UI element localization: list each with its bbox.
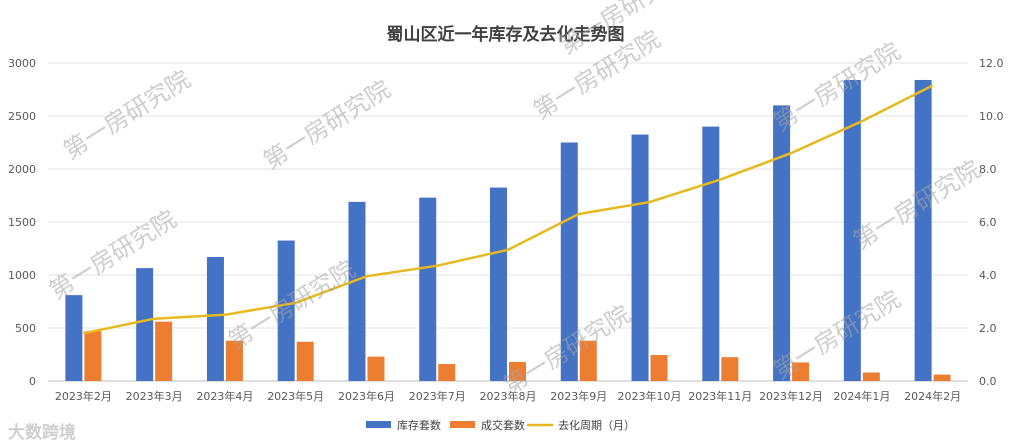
legend: 库存套数 成交套数 去化周期（月） [366, 418, 635, 432]
line-turnover [83, 84, 934, 335]
x-tick-label: 2023年9月 [550, 389, 607, 403]
y-right-tick-label: 2.0 [979, 322, 997, 335]
gridlines [48, 62, 968, 382]
bar-inventory [631, 134, 649, 381]
bar-inventory [277, 240, 295, 381]
category-labels: 2023年2月 2023年3月 2023年4月 2023年5月 2023年6月 2023年… [55, 389, 961, 403]
y-right-tick-label: 6.0 [979, 216, 997, 229]
right-axis-ticks: 0.0 2.0 4.0 6.0 8.0 10.0 12.0 [979, 57, 1004, 388]
y-right-tick-label: 0.0 [979, 375, 997, 388]
bar-sales [650, 355, 668, 381]
left-axis-ticks: 0 500 1000 1500 2000 2500 3000 [8, 57, 36, 388]
bar-inventory [206, 256, 224, 381]
y-right-tick-label: 8.0 [979, 163, 997, 176]
bar-inventory [702, 126, 720, 381]
y-left-tick-label: 1000 [8, 269, 36, 282]
y-left-tick-label: 3000 [8, 57, 36, 70]
x-tick-label: 2023年3月 [126, 389, 183, 403]
bar-sales [84, 331, 102, 381]
y-right-tick-label: 10.0 [979, 110, 1004, 123]
bar-inventory [419, 197, 437, 381]
x-tick-label: 2024年1月 [833, 389, 890, 403]
x-tick-label: 2023年10月 [618, 389, 682, 403]
bar-inventory [348, 201, 366, 381]
y-left-tick-label: 0 [29, 375, 36, 388]
bar-inventory [65, 295, 83, 381]
bar-inventory [773, 105, 791, 382]
legend-label: 成交套数 [481, 418, 525, 432]
bar-sales [155, 321, 173, 381]
x-tick-label: 2023年5月 [267, 389, 324, 403]
bar-inventory [914, 79, 932, 382]
x-tick-label: 2023年6月 [338, 389, 395, 403]
chart-title: 蜀山区近一年库存及去化走势图 [386, 25, 625, 45]
watermark-text: 第一房研究院 [768, 37, 905, 137]
y-left-tick-label: 2500 [8, 110, 36, 123]
y-left-tick-label: 2000 [8, 163, 36, 176]
bar-sales [579, 340, 597, 381]
x-tick-label: 2024年2月 [904, 389, 961, 403]
x-tick-label: 2023年4月 [196, 389, 253, 403]
y-right-tick-label: 4.0 [979, 269, 997, 282]
x-tick-label: 2023年11月 [688, 389, 752, 403]
x-tick-label: 2023年2月 [55, 389, 112, 403]
watermark-text: 第一房研究院 [258, 75, 395, 175]
bar-sales [862, 372, 880, 381]
legend-swatch [366, 421, 391, 428]
corner-logo-text: 大数跨境 [8, 423, 76, 443]
sales-bars [84, 321, 951, 381]
bar-sales [721, 357, 739, 381]
inventory-bars [65, 79, 932, 382]
y-left-tick-label: 500 [15, 322, 36, 335]
legend-label: 去化周期（月） [558, 418, 635, 432]
watermark-text: 第一房研究院 [58, 65, 195, 165]
y-right-tick-label: 12.0 [979, 57, 1004, 70]
x-tick-label: 2023年7月 [409, 389, 466, 403]
bar-inventory [136, 268, 154, 381]
bar-sales [509, 361, 526, 381]
x-tick-label: 2023年12月 [759, 389, 823, 403]
bar-inventory [560, 142, 578, 381]
bar-sales [225, 340, 243, 381]
corner-logo: 大数跨境 [8, 418, 76, 443]
watermark-text: 第一房研究院 [44, 205, 181, 305]
turnover-line [83, 84, 934, 335]
bar-sales [296, 341, 314, 381]
y-left-tick-label: 1500 [8, 216, 36, 229]
bar-inventory [490, 187, 507, 381]
x-tick-label: 2023年8月 [480, 389, 537, 403]
bar-inventory [843, 79, 861, 382]
legend-label: 库存套数 [397, 418, 441, 432]
bar-sales [438, 364, 456, 381]
bar-sales [792, 362, 810, 381]
legend-swatch [450, 421, 475, 428]
bar-sales [367, 356, 385, 381]
bar-sales [933, 374, 951, 381]
